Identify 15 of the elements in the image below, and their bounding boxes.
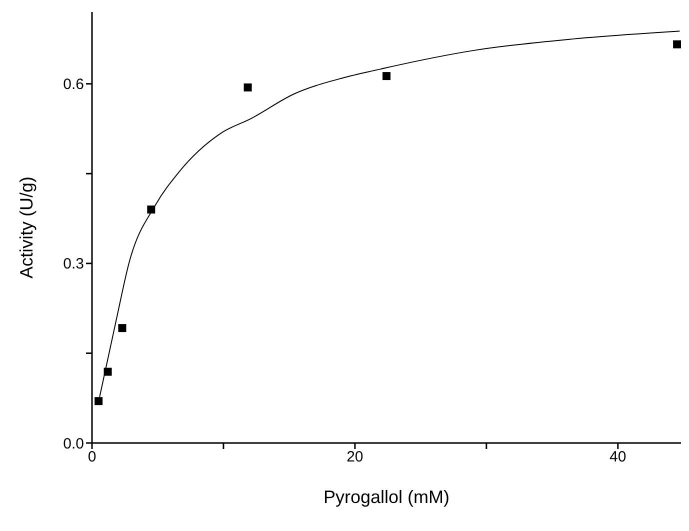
point: [104, 368, 112, 376]
point: [382, 72, 390, 80]
point: [244, 83, 252, 92]
y-axis-title: Activity (U/g): [16, 176, 36, 279]
point: [118, 324, 126, 332]
x-tick-label: 0: [88, 448, 96, 466]
point: [94, 397, 103, 406]
x-tick-label: 40: [610, 448, 626, 466]
y-tick-label: 0.3: [63, 256, 84, 273]
x-tick-label: 20: [346, 448, 364, 466]
y-tick-label: 0.0: [63, 435, 84, 452]
point: [147, 206, 156, 214]
point: [673, 40, 681, 48]
y-tick-label: 0.6: [63, 76, 84, 94]
x-axis-title: Pyrogallol (mM): [323, 487, 450, 507]
